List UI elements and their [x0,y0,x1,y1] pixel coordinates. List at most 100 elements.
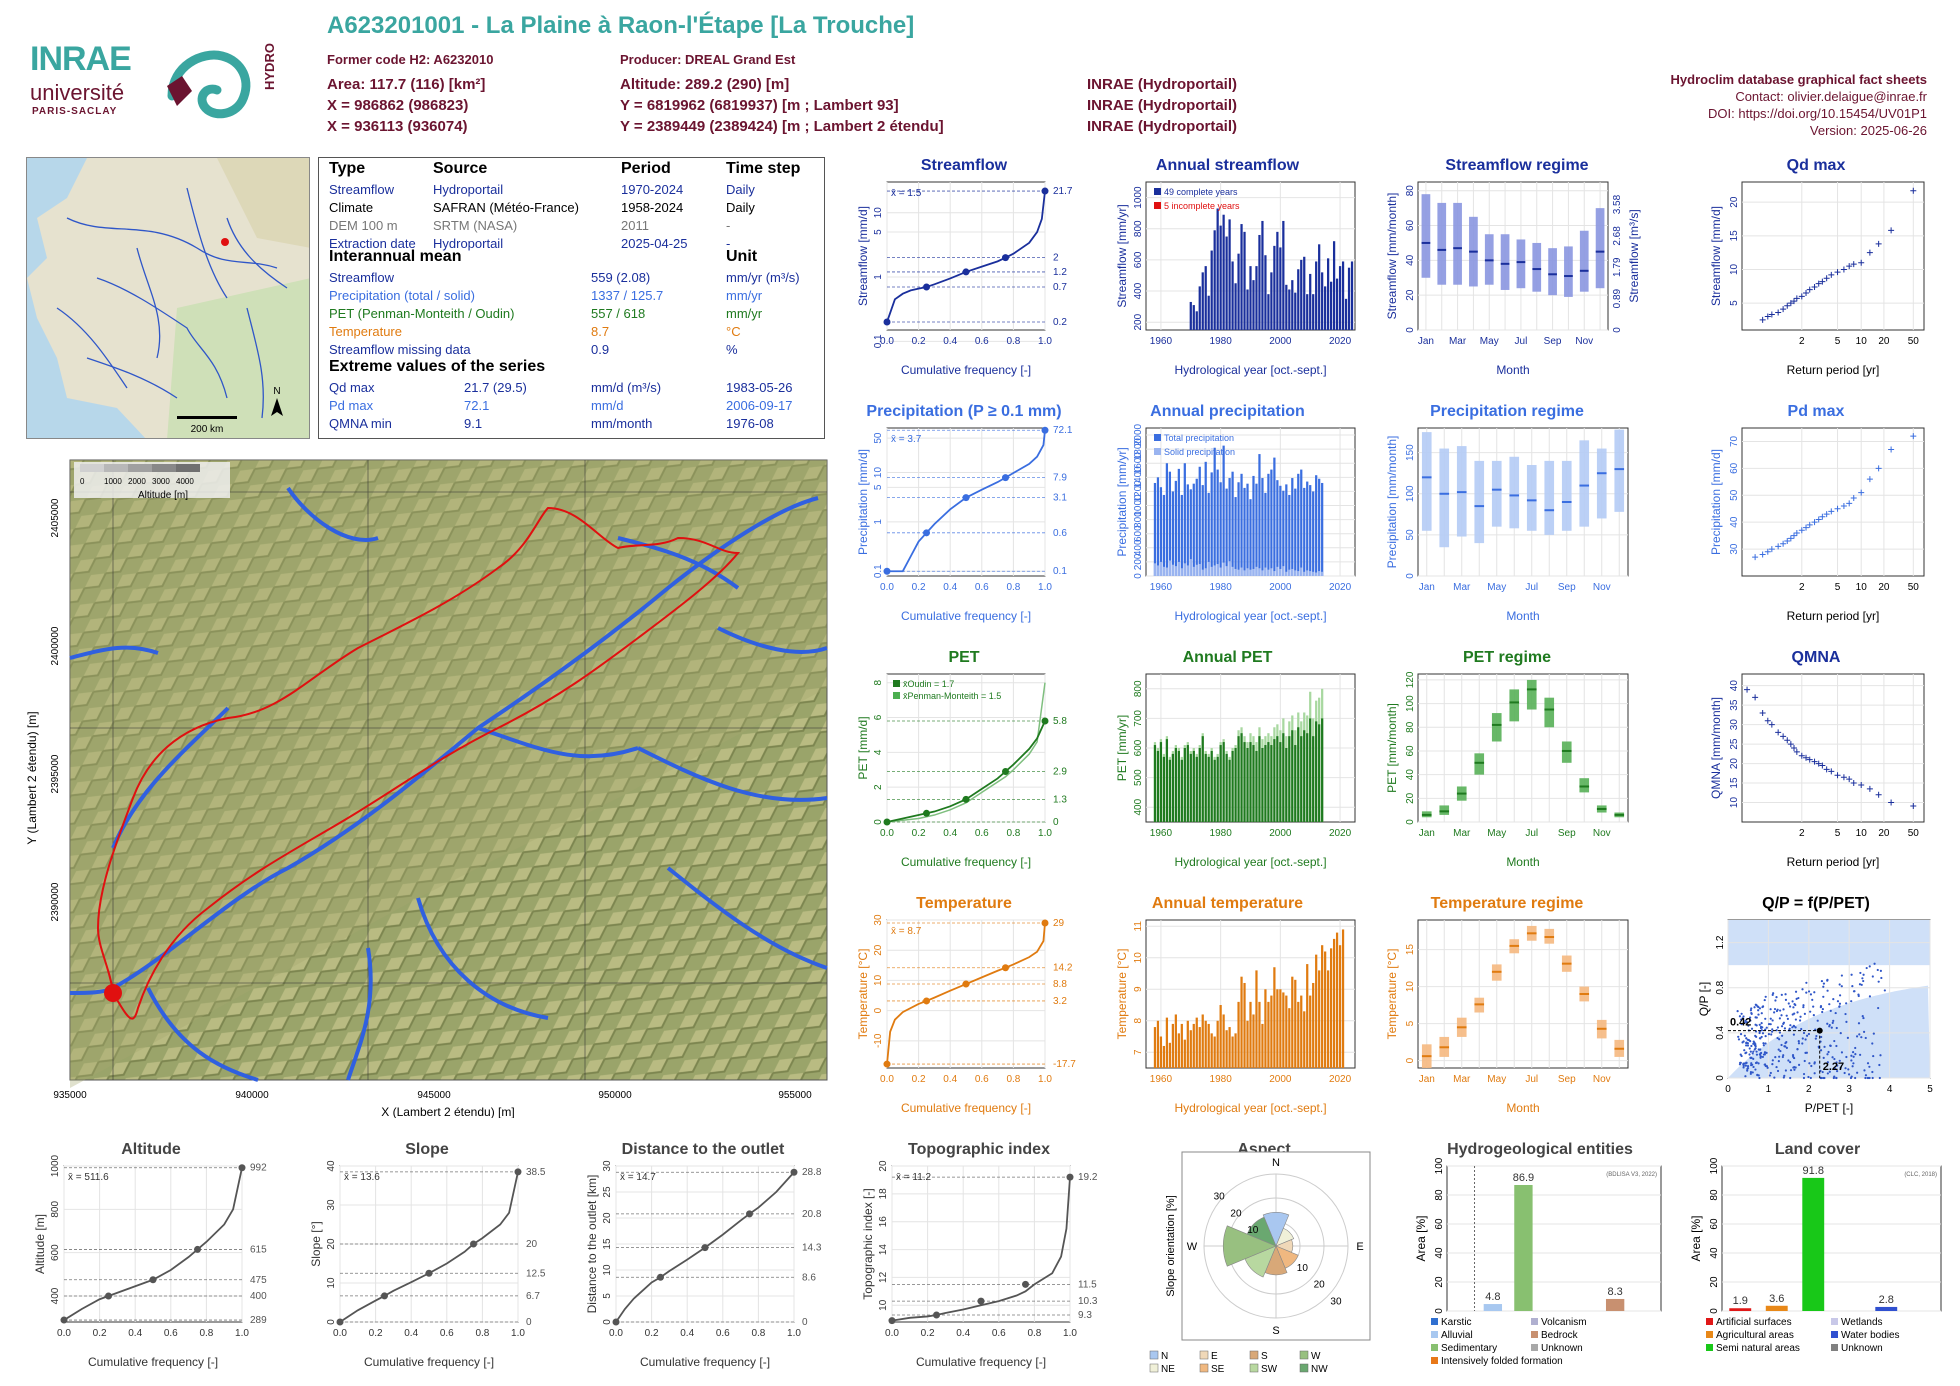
bar [1261,220,1264,330]
y-tick-label: 1000 [50,1154,61,1177]
data-point [1763,1063,1766,1066]
regime-box [1564,246,1573,297]
x-tick-label: 0.8 [1006,582,1020,593]
data-point [1834,1011,1837,1015]
chart-title: Precipitation (P ≥ 0.1 mm) [866,403,1061,420]
bar [1246,748,1249,822]
data-point [1773,1076,1776,1079]
x-tick-label: 1980 [1210,828,1233,839]
area: Area: 117.7 (116) [km²] [327,76,486,93]
x-tick-label: 1.0 [1063,1328,1077,1339]
data-point [1737,1038,1741,1041]
bar [1344,298,1348,330]
y-tick-label: 100 [1405,485,1416,502]
bar [1324,951,1327,1068]
data-point [1834,1067,1837,1070]
bar [1207,756,1210,822]
data-point [1834,505,1841,512]
bar [1189,489,1192,576]
info-source-cell: Hydroportail [433,182,504,197]
data-point [1814,1037,1817,1040]
data-point [1820,1076,1823,1080]
x-tick-label: 5 [1835,336,1841,347]
bar [1318,244,1321,330]
data-point [1876,968,1879,972]
info-step-cell: - [726,218,731,233]
bar [1246,483,1249,576]
producer: Producer: DREAL Grand Est [620,52,796,67]
bar [1219,1005,1222,1068]
x-tick-label: 2020 [1329,1074,1352,1085]
data-point [1806,286,1813,293]
y-tick-label: 25 [602,1186,613,1198]
legend-label: Unknown [1541,1343,1583,1354]
plot-frame [1741,427,1925,577]
bar [1324,286,1327,330]
bar-solid [1228,561,1231,576]
bar [1291,280,1294,330]
compass-label: E [1356,1241,1363,1253]
data-point [1754,1023,1757,1026]
data-point [1777,1060,1780,1063]
logos: INRAE université PARIS-SACLAY HYDRO [22,40,292,130]
data-point [1775,543,1782,550]
category-bar [1802,1177,1825,1311]
bar [1192,1023,1195,1068]
data-point [1767,1022,1771,1026]
bar [1204,461,1207,576]
data-point [1767,1033,1771,1036]
data-point [1743,1034,1746,1037]
doi-link[interactable]: DOI: https://doi.org/10.15454/UV01P1 [1708,106,1927,121]
bar [1189,1030,1192,1068]
y-tick-label: 10 [1405,981,1416,993]
data-point [1749,1071,1753,1074]
data-point [1779,1009,1782,1012]
bar [1255,750,1258,822]
x-tick-label: 50 [1908,828,1920,839]
bar-solid [1177,561,1180,576]
bar [1213,230,1216,330]
data-point [1757,1005,1760,1009]
data-point [1829,1009,1832,1012]
extreme-label-cell: QMNA min [329,416,392,431]
data-point [1857,1022,1861,1025]
bar-solid [1153,563,1157,576]
bar [1303,730,1306,822]
data-point [1769,1017,1772,1020]
legend-label: x̄Penman-Monteith = 1.5 [903,691,1001,701]
data-point [1815,280,1822,287]
mean-label-cell: Streamflow [329,270,395,285]
data-point [1826,989,1829,992]
bar [1300,259,1303,330]
x-tick-label: 1.0 [787,1328,801,1339]
data-point [1875,240,1882,247]
data-point [1820,979,1824,983]
extreme-unit-cell: mm/d (m³/s) [591,380,662,395]
y-axis-label: Altitude [m] [33,1214,47,1274]
outlet-marker [104,984,122,1002]
data-point [1778,1017,1781,1020]
y-tick-label: 20 [1405,289,1416,301]
extreme-value-cell: 9.1 [464,416,483,431]
data-point [1751,1063,1754,1066]
bar-solid [1267,569,1270,576]
data-point [1866,1076,1869,1080]
page-title: A623201001 - La Plaine à Raon-l'Étape [L… [327,12,915,39]
right-tick-label: 5.8 [1053,716,1067,727]
data-point [1744,686,1751,693]
data-point [1836,1070,1839,1073]
bar [1222,214,1225,330]
x-tick-label: 0.0 [880,336,894,347]
data-point [1775,309,1782,316]
x-tick-label: 0.8 [199,1328,213,1339]
bar [1285,284,1288,330]
info-type-cell: Climate [329,200,374,215]
data-point [1819,513,1826,520]
bar-solid [1252,568,1255,576]
data-point [1828,1070,1831,1073]
quantile-point [883,1060,891,1068]
x-tick-label: 0.6 [975,582,989,593]
ring-tick: 20 [1314,1280,1326,1291]
source-note: (BDLISA V3, 2022) [1606,1172,1657,1178]
x-tick-label: May [1487,828,1506,839]
